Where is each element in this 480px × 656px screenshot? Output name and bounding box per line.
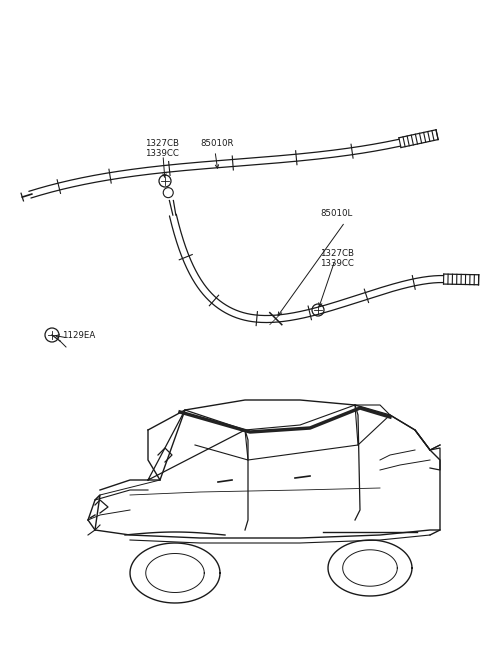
Text: 1327CB: 1327CB [320, 249, 354, 258]
Text: 1327CB: 1327CB [145, 139, 179, 148]
Text: 85010R: 85010R [200, 139, 233, 148]
Text: 1339CC: 1339CC [320, 259, 354, 268]
Text: 85010L: 85010L [320, 209, 352, 218]
Text: 1339CC: 1339CC [145, 149, 179, 158]
Text: 1129EA: 1129EA [62, 331, 95, 340]
